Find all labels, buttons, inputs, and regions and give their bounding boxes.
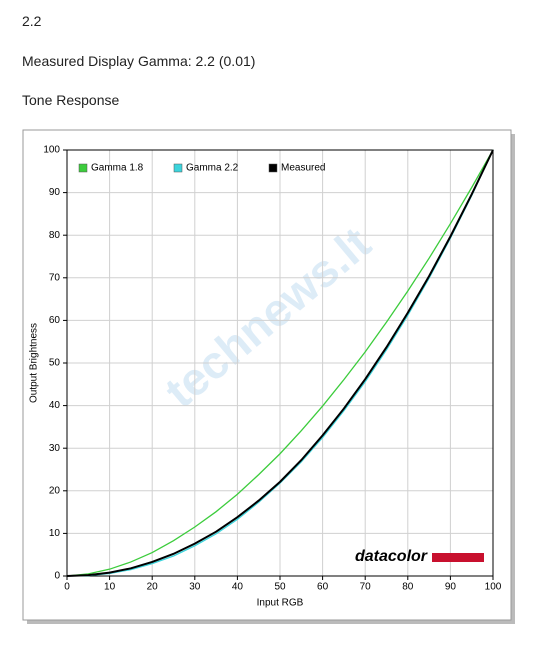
- x-tick-label: 20: [147, 582, 159, 593]
- y-tick-label: 90: [49, 187, 61, 198]
- y-tick-label: 40: [49, 400, 61, 411]
- plot-border: [66, 149, 494, 577]
- legend-label: Measured: [281, 163, 325, 174]
- series-line: [66, 149, 494, 577]
- x-tick-label: 90: [445, 582, 457, 593]
- y-tick-label: 0: [54, 571, 60, 582]
- x-tick-label: 60: [317, 582, 329, 593]
- y-axis-label: Output Brightness: [29, 323, 40, 403]
- legend-swatch: [78, 163, 88, 173]
- y-tick-label: 30: [49, 443, 61, 454]
- y-tick-label: 50: [49, 358, 61, 369]
- x-tick-label: 80: [402, 582, 414, 593]
- x-tick-label: 0: [64, 582, 70, 593]
- x-tick-label: 30: [189, 582, 201, 593]
- x-tick-label: 10: [104, 582, 116, 593]
- logo-bar: [432, 553, 484, 562]
- x-tick-label: 40: [232, 582, 244, 593]
- series-line: [66, 149, 494, 577]
- heading: 2.2: [22, 13, 42, 29]
- y-tick-label: 80: [49, 230, 61, 241]
- x-tick-label: 70: [360, 582, 372, 593]
- logo: datacolor: [355, 548, 428, 565]
- y-tick-label: 100: [43, 145, 60, 156]
- measured-gamma: Measured Display Gamma: 2.2 (0.01): [22, 53, 256, 69]
- y-tick-label: 10: [49, 528, 61, 539]
- legend-swatch: [268, 163, 278, 173]
- y-tick-label: 60: [49, 315, 61, 326]
- y-tick-label: 70: [49, 272, 61, 283]
- y-tick-label: 20: [49, 485, 61, 496]
- legend-label: Gamma 2.2: [186, 163, 239, 174]
- x-tick-label: 100: [485, 582, 502, 593]
- x-tick-label: 50: [274, 582, 286, 593]
- legend-swatch: [173, 163, 183, 173]
- legend-label: Gamma 1.8: [91, 163, 144, 174]
- section-title: Tone Response: [22, 92, 120, 108]
- x-axis-label: Input RGB: [257, 598, 304, 609]
- frame: [22, 129, 512, 621]
